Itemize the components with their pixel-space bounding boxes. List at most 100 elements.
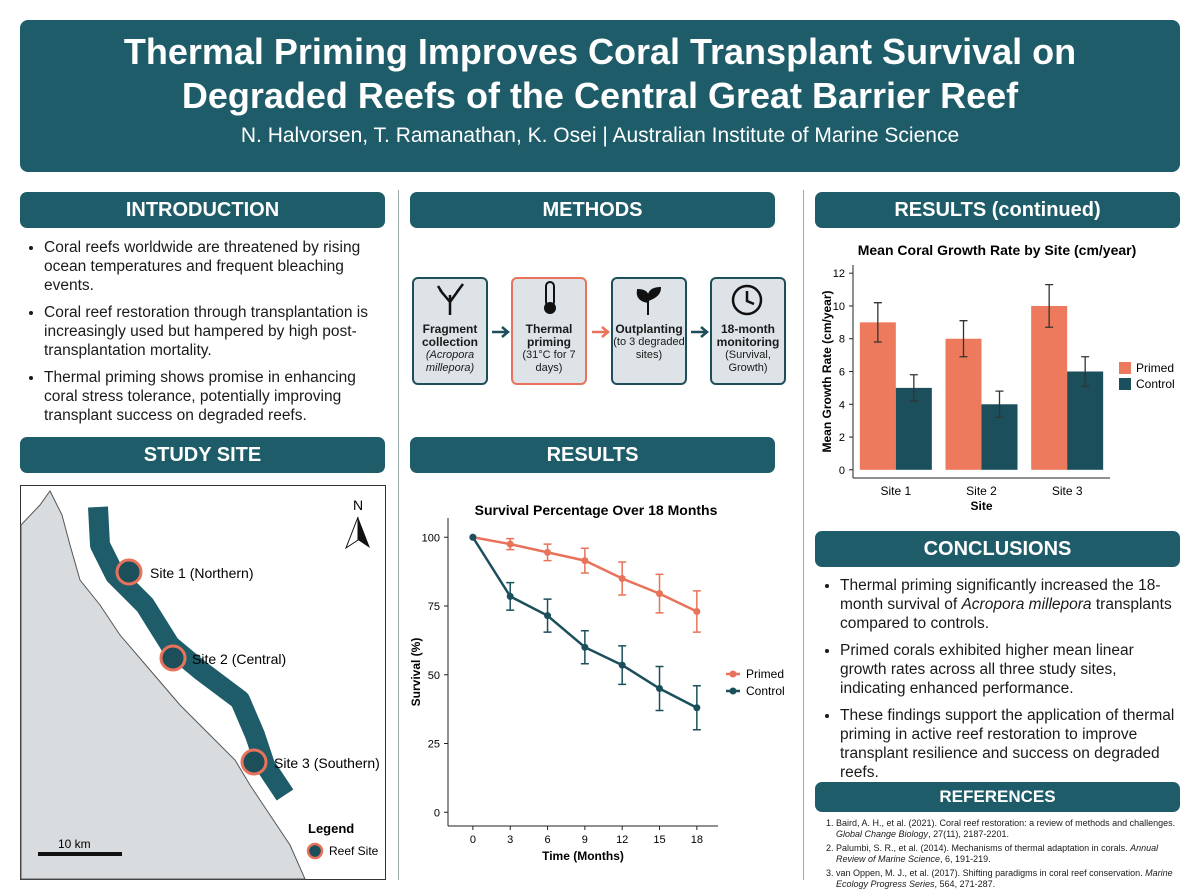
divider	[803, 190, 804, 880]
legend-label: Primed	[746, 667, 784, 681]
legend-swatch	[306, 842, 324, 860]
step-title: Fragment collection	[421, 322, 478, 349]
arrow	[492, 326, 510, 338]
section-heading: STUDY SITE	[20, 437, 385, 473]
text-run: Acropora millepora	[961, 596, 1092, 613]
section-heading: METHODS	[410, 192, 775, 228]
y-tick-label: 2	[839, 432, 845, 444]
error-bar	[959, 320, 968, 358]
legend-swatch	[729, 670, 737, 678]
legend-label: Control	[1136, 377, 1175, 391]
error-bar	[1081, 356, 1090, 387]
error-bar	[1045, 284, 1054, 328]
y-tick-label: 50	[428, 670, 440, 682]
divider	[398, 190, 399, 880]
x-tick-label: 18	[691, 834, 703, 846]
north-label: N	[353, 497, 363, 513]
plant-icon	[636, 286, 662, 315]
marker	[581, 557, 589, 565]
scale-label: 10 km	[58, 837, 91, 851]
bar-chart: Mean Coral Growth Rate by Site (cm/year)…	[820, 242, 1175, 513]
step-detail: (Acropora millepora)	[425, 349, 475, 374]
section-heading: CONCLUSIONS	[815, 531, 1180, 567]
marker	[656, 685, 664, 692]
text-run: van Oppen, M. J., et al. (2017). Shiftin…	[836, 868, 1146, 878]
chart-title: Survival Percentage Over 18 Months	[475, 502, 718, 518]
step-box: Thermal priming (31°C for 7 days)	[511, 277, 587, 385]
x-tick-label: 15	[653, 834, 665, 846]
section-heading: RESULTS (continued)	[815, 192, 1180, 228]
y-tick-label: 100	[422, 532, 440, 544]
reference: Palumbi, S. R., et al. (2014). Mechanism…	[836, 843, 1178, 865]
y-axis-label: Survival (%)	[409, 638, 423, 707]
x-axis-label: Site	[970, 499, 992, 513]
y-tick-label: 12	[833, 268, 845, 280]
bullet: Primed corals exhibited higher mean line…	[840, 641, 1178, 698]
y-tick-label: 6	[839, 367, 845, 379]
y-tick-label: 75	[428, 601, 440, 613]
text-run: Marine Ecology Progress Series	[836, 868, 1173, 889]
scale-bar	[38, 852, 122, 856]
land	[20, 490, 306, 880]
conclusions-body: Thermal priming significantly increased …	[818, 576, 1178, 790]
legend-swatch	[1119, 362, 1131, 374]
bullet: These findings support the application o…	[840, 706, 1178, 782]
bar	[1031, 305, 1068, 470]
y-tick-label: 25	[428, 739, 440, 751]
marker	[581, 643, 589, 651]
section-heading: RESULTS	[410, 437, 775, 473]
marker	[506, 540, 514, 548]
step-detail: (31°C for 7 days)	[522, 349, 576, 374]
marker	[618, 575, 626, 582]
legend-label: Primed	[1136, 361, 1174, 375]
x-tick-label: Site 3	[1052, 484, 1083, 498]
legend-swatch	[729, 687, 737, 695]
text-run: Thermal priming significantly increased …	[840, 577, 1161, 613]
site-marker	[159, 644, 187, 672]
text-run: These findings support the application o…	[840, 707, 1175, 781]
step-title: Outplanting	[615, 322, 683, 336]
header: Thermal Priming Improves Coral Transplan…	[20, 20, 1180, 172]
bar	[859, 322, 896, 470]
authors: N. Halvorsen, T. Ramanathan, K. Osei | A…	[240, 124, 960, 147]
step-detail: (to 3 degraded sites)	[613, 336, 685, 361]
x-axis-label: Time (Months)	[542, 849, 624, 863]
step-title: Thermal priming	[525, 322, 573, 349]
bar	[1067, 371, 1104, 470]
y-axis-label: Mean Growth Rate (cm/year)	[820, 290, 834, 452]
site-label: Site 1 (Northern)	[150, 565, 253, 581]
text-run: , 27(11), 2187-2201.	[928, 829, 1009, 839]
reference-list: Baird, A. H., et al. (2021). Coral reef …	[818, 818, 1178, 890]
y-tick-label: 0	[434, 807, 440, 819]
clock-icon	[731, 284, 763, 316]
y-tick-label: 10	[833, 301, 845, 313]
error-bar	[909, 374, 918, 402]
arrow	[691, 326, 709, 338]
bullet: Thermal priming significantly increased …	[840, 576, 1178, 633]
section-heading: INTRODUCTION	[20, 192, 385, 228]
x-tick-label: 3	[507, 834, 513, 846]
error-bar	[873, 302, 882, 343]
site-marker	[115, 558, 143, 586]
text-run: Global Change Biology	[836, 829, 929, 839]
flow-graphics	[436, 281, 763, 338]
section-heading: REFERENCES	[815, 782, 1180, 812]
y-tick-label: 8	[839, 334, 845, 346]
legend-label: Reef Site	[329, 844, 379, 858]
marker	[469, 533, 477, 541]
coral-icon	[436, 283, 464, 315]
legend-label: Control	[746, 684, 785, 698]
text-run: , 6, 191-219.	[940, 854, 991, 864]
x-tick-label: Site 2	[966, 484, 997, 498]
step-detail: (Survival, Growth)	[725, 349, 771, 374]
map: Site 1 (Northern) Site 2 (Central) Site …	[20, 485, 386, 880]
clock-icon	[745, 291, 755, 306]
marker	[693, 608, 701, 615]
legend-title: Legend	[308, 821, 354, 836]
step-box: Outplanting (to 3 degraded sites)	[611, 277, 687, 385]
bullet-list: Coral reefs worldwide are threatened by …	[22, 238, 377, 425]
marker	[693, 704, 701, 712]
marker	[506, 592, 514, 600]
reference: Baird, A. H., et al. (2021). Coral reef …	[836, 818, 1178, 840]
